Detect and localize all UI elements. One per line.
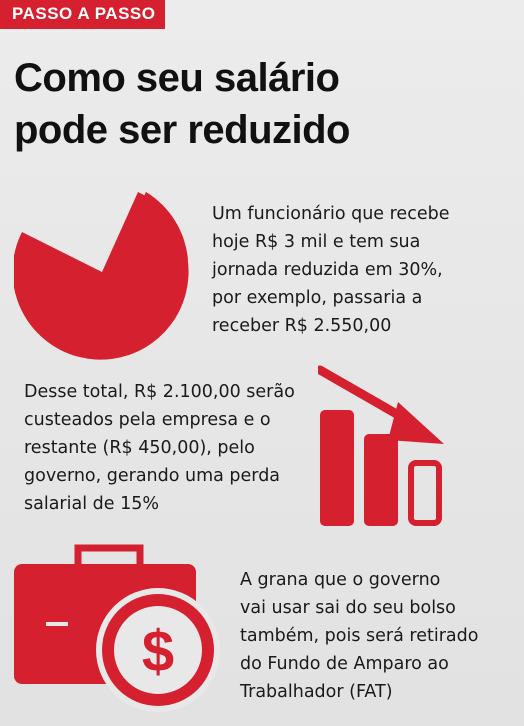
medium-bar	[364, 434, 398, 526]
step-2-line: Desse total, R$ 2.100,00 serão	[24, 382, 295, 402]
declining-bars-icon	[318, 365, 444, 526]
step-3-line: vai usar sai do seu bolso	[240, 598, 456, 618]
step-1-line: jornada reduzida em 30%,	[212, 260, 443, 280]
title-line-2: pode ser reduzido	[14, 108, 351, 152]
step-2-text: Desse total, R$ 2.100,00 serão custeados…	[24, 378, 324, 518]
step-3-line: Trabalhador (FAT)	[240, 682, 393, 702]
title-line-1: Como seu salário	[14, 56, 340, 100]
dollar-icon: $	[142, 619, 174, 684]
short-bar-outline	[408, 460, 442, 526]
step-1-line: por exemplo, passaria a	[212, 288, 423, 308]
tall-bar	[320, 410, 354, 526]
step-3-text: A grana que o governo vai usar sai do se…	[240, 566, 520, 706]
pie-cut-slice	[112, 192, 188, 262]
briefcase-latch	[46, 622, 68, 626]
step-2-line: governo, gerando uma perda	[24, 466, 281, 486]
step-3-line: do Fundo de Amparo ao	[240, 654, 449, 674]
step-3-line: A grana que o governo	[240, 570, 441, 590]
page-title: Como seu salário pode ser reduzido	[14, 52, 351, 156]
step-1-line: Um funcionário que recebe	[212, 204, 450, 224]
step-2-line: salarial de 15%	[24, 494, 159, 514]
step-2-line: custeados pela empresa e o	[24, 410, 271, 430]
section-tag: PASSO A PASSO	[0, 0, 166, 29]
briefcase-handle	[74, 544, 144, 566]
step-1-text: Um funcionário que recebe hoje R$ 3 mil …	[212, 200, 512, 340]
step-2-line: restante (R$ 450,00), pelo	[24, 438, 255, 458]
coin-inner	[114, 606, 202, 694]
trend-arrow-head	[388, 402, 444, 444]
step-1-line: receber R$ 2.550,00	[212, 316, 392, 336]
briefcase-dollar-icon: $	[14, 544, 220, 712]
step-3-line: também, pois será retirado	[240, 626, 479, 646]
pie-chart-icon	[14, 192, 189, 360]
step-1-line: hoje R$ 3 mil e tem sua	[212, 232, 421, 252]
